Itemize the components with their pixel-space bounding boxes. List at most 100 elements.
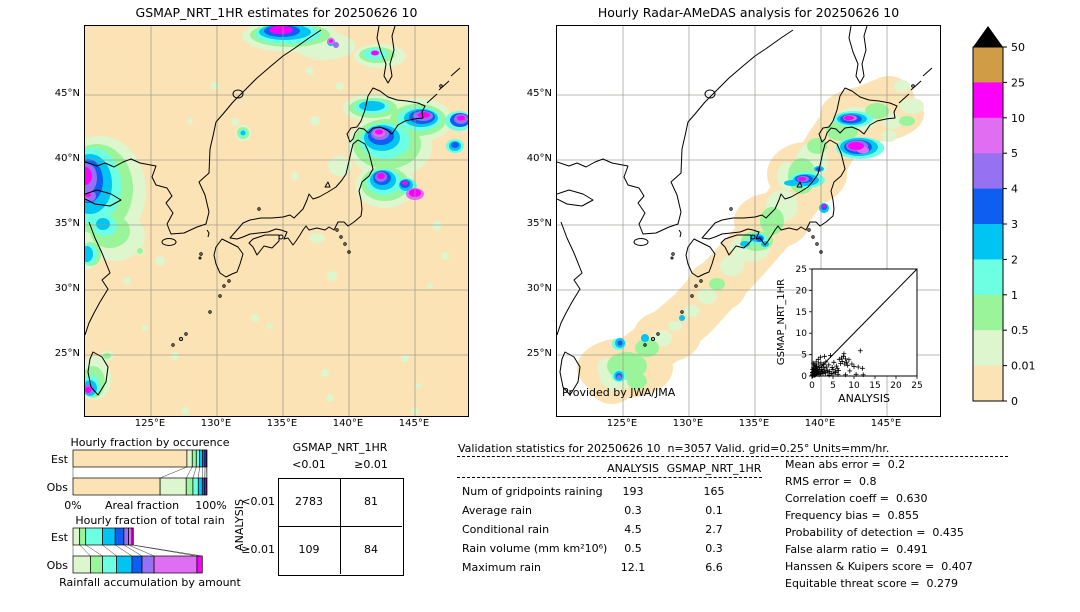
identity-line bbox=[811, 268, 918, 377]
inset-ylabel: GSMAP_NRT_1HR bbox=[776, 279, 787, 365]
y-tick-label: 40°N bbox=[526, 153, 552, 164]
validation-value-analysis: 0.5 bbox=[624, 542, 642, 555]
score-stat-line: Mean abs error = 0.2 bbox=[785, 458, 906, 471]
contingency-cell-false: 81 bbox=[364, 495, 378, 508]
contingency-hline bbox=[278, 526, 402, 527]
svg-text:20: 20 bbox=[890, 381, 902, 391]
svg-text:15: 15 bbox=[796, 308, 807, 318]
contingency-cell-miss: 109 bbox=[298, 543, 320, 556]
contingency-col-header-2: ≥0.01 bbox=[354, 458, 388, 471]
score-stat-line: Equitable threat score = 0.279 bbox=[785, 577, 958, 590]
validation-value-analysis: 12.1 bbox=[620, 561, 646, 574]
validation-row-label: Rain volume (mm km²10⁶) bbox=[462, 542, 608, 555]
inset-xlabel: ANALYSIS bbox=[838, 392, 890, 405]
validation-row-label: Conditional rain bbox=[462, 523, 550, 536]
y-tick-label: 45°N bbox=[526, 88, 552, 99]
x-tick-label: 145°E bbox=[870, 418, 902, 429]
score-stat-line: RMS error = 0.8 bbox=[785, 475, 877, 488]
x-tick-label: 125°E bbox=[134, 418, 166, 429]
contingency-cell-hit: 84 bbox=[364, 543, 378, 556]
precip-blobs-radar bbox=[577, 76, 924, 404]
validation-row-label: Num of gridpoints raining bbox=[462, 485, 603, 498]
x-tick-label: 145°E bbox=[398, 418, 430, 429]
data-credit: Provided by JWA/JMA bbox=[562, 386, 676, 399]
svg-text:3: 3 bbox=[1011, 218, 1018, 231]
totalrain-bars bbox=[72, 527, 203, 574]
validation-col-gsmap: GSMAP_NRT_1HR bbox=[666, 462, 762, 475]
svg-text:2: 2 bbox=[1011, 253, 1018, 266]
divider-dashed-header bbox=[457, 477, 762, 478]
occurrence-axis-label: Areal fraction bbox=[105, 499, 179, 512]
right-map-title: Hourly Radar-AMeDAS analysis for 2025062… bbox=[597, 5, 900, 20]
totalrain-chart-title: Hourly fraction of total rain bbox=[75, 514, 224, 527]
left-map-title: GSMAP_NRT_1HR estimates for 20250626 10 bbox=[135, 5, 418, 20]
svg-text:10: 10 bbox=[1011, 112, 1025, 125]
svg-text:25: 25 bbox=[911, 381, 922, 391]
x-tick-label: 125°E bbox=[606, 418, 638, 429]
svg-text:5: 5 bbox=[830, 381, 836, 391]
validation-row-label: Average rain bbox=[462, 504, 532, 517]
occurrence-obs-label: Obs bbox=[47, 481, 69, 494]
score-stat-line: Frequency bias = 0.855 bbox=[785, 509, 920, 522]
svg-text:20: 20 bbox=[796, 286, 808, 296]
x-tick-label: 130°E bbox=[672, 418, 704, 429]
svg-text:4: 4 bbox=[1011, 183, 1018, 196]
validation-value-gsmap: 2.7 bbox=[705, 523, 723, 536]
svg-text:10: 10 bbox=[848, 381, 860, 391]
svg-text:50: 50 bbox=[1011, 41, 1025, 54]
validation-value-gsmap: 0.3 bbox=[705, 542, 723, 555]
validation-row-label: Maximum rain bbox=[462, 561, 541, 574]
validation-col-analysis: ANALYSIS bbox=[607, 462, 659, 475]
gsmap-precipitation-layer bbox=[54, 20, 473, 417]
precip-colorbar: 50 25 10 5 4 3 2 1 0.5 0.01 0 bbox=[972, 26, 1036, 408]
radar-amedas-map: 0 0 5 5 10 10 15 15 20 20 25 25 ANALYSIS GSMAP_NRT_… bbox=[556, 25, 941, 417]
totalrain-footer: Rainfall accumulation by amount bbox=[59, 576, 241, 589]
fraction-charts: Hourly fraction by occurence Est Obs 0% … bbox=[47, 436, 242, 589]
occurrence-est-label: Est bbox=[51, 453, 69, 466]
validation-value-gsmap: 165 bbox=[703, 485, 725, 498]
contingency-row-header-1: <0.01 bbox=[241, 495, 275, 508]
validation-value-analysis: 4.5 bbox=[624, 523, 642, 536]
x-tick-label: 135°E bbox=[266, 418, 298, 429]
occurrence-axis-100: 100% bbox=[195, 499, 226, 512]
scatter-inset: 00 5 5 10 10 15 15 20 20 25 25 ANALYSIS GSMAP_NRT_… bbox=[776, 265, 923, 405]
svg-text:25: 25 bbox=[1011, 76, 1025, 89]
validation-value-gsmap: 0.1 bbox=[705, 504, 723, 517]
contingency-row-header-2: ≥0.01 bbox=[241, 543, 275, 556]
totalrain-est-label: Est bbox=[51, 531, 69, 544]
validation-value-analysis: 0.3 bbox=[624, 504, 642, 517]
x-tick-label: 135°E bbox=[738, 418, 770, 429]
occurrence-axis-0: 0% bbox=[64, 499, 81, 512]
gsmap-estimate-map bbox=[54, 20, 473, 417]
x-tick-label: 130°E bbox=[200, 418, 232, 429]
score-stat-line: Correlation coeff = 0.630 bbox=[785, 492, 928, 505]
score-stat-line: False alarm ratio = 0.491 bbox=[785, 543, 928, 556]
y-tick-label: 45°N bbox=[54, 88, 80, 99]
score-stat-line: Hanssen & Kuipers score = 0.407 bbox=[785, 560, 973, 573]
precip-blobs-gsmap bbox=[54, 20, 473, 415]
contingency-row-group-label: ANALYSIS bbox=[233, 499, 246, 551]
y-tick-label: 25°N bbox=[526, 348, 552, 359]
svg-text:0: 0 bbox=[1011, 395, 1018, 408]
svg-text:0.01: 0.01 bbox=[1011, 360, 1036, 373]
radar-precipitation-layer bbox=[556, 25, 941, 417]
occurrence-chart-title: Hourly fraction by occurence bbox=[71, 436, 230, 449]
y-tick-label: 25°N bbox=[54, 348, 80, 359]
svg-text:0.5: 0.5 bbox=[1011, 324, 1029, 337]
scatter-ticks: 00 5 5 10 10 15 15 20 20 25 25 bbox=[796, 265, 923, 391]
svg-text:10: 10 bbox=[796, 329, 808, 339]
occurrence-bars bbox=[72, 449, 208, 496]
svg-text:5: 5 bbox=[801, 351, 807, 361]
svg-text:25: 25 bbox=[796, 265, 807, 275]
svg-text:15: 15 bbox=[869, 381, 880, 391]
totalrain-obs-label: Obs bbox=[47, 559, 69, 572]
svg-text:1: 1 bbox=[1011, 289, 1018, 302]
x-tick-label: 140°E bbox=[804, 418, 836, 429]
y-tick-label: 30°N bbox=[526, 283, 552, 294]
y-tick-label: 35°N bbox=[526, 218, 552, 229]
svg-text:5: 5 bbox=[1011, 147, 1018, 160]
x-tick-label: 140°E bbox=[332, 418, 364, 429]
validation-value-gsmap: 6.6 bbox=[705, 561, 723, 574]
validation-title: Validation statistics for 20250626 10 n=… bbox=[458, 442, 890, 455]
